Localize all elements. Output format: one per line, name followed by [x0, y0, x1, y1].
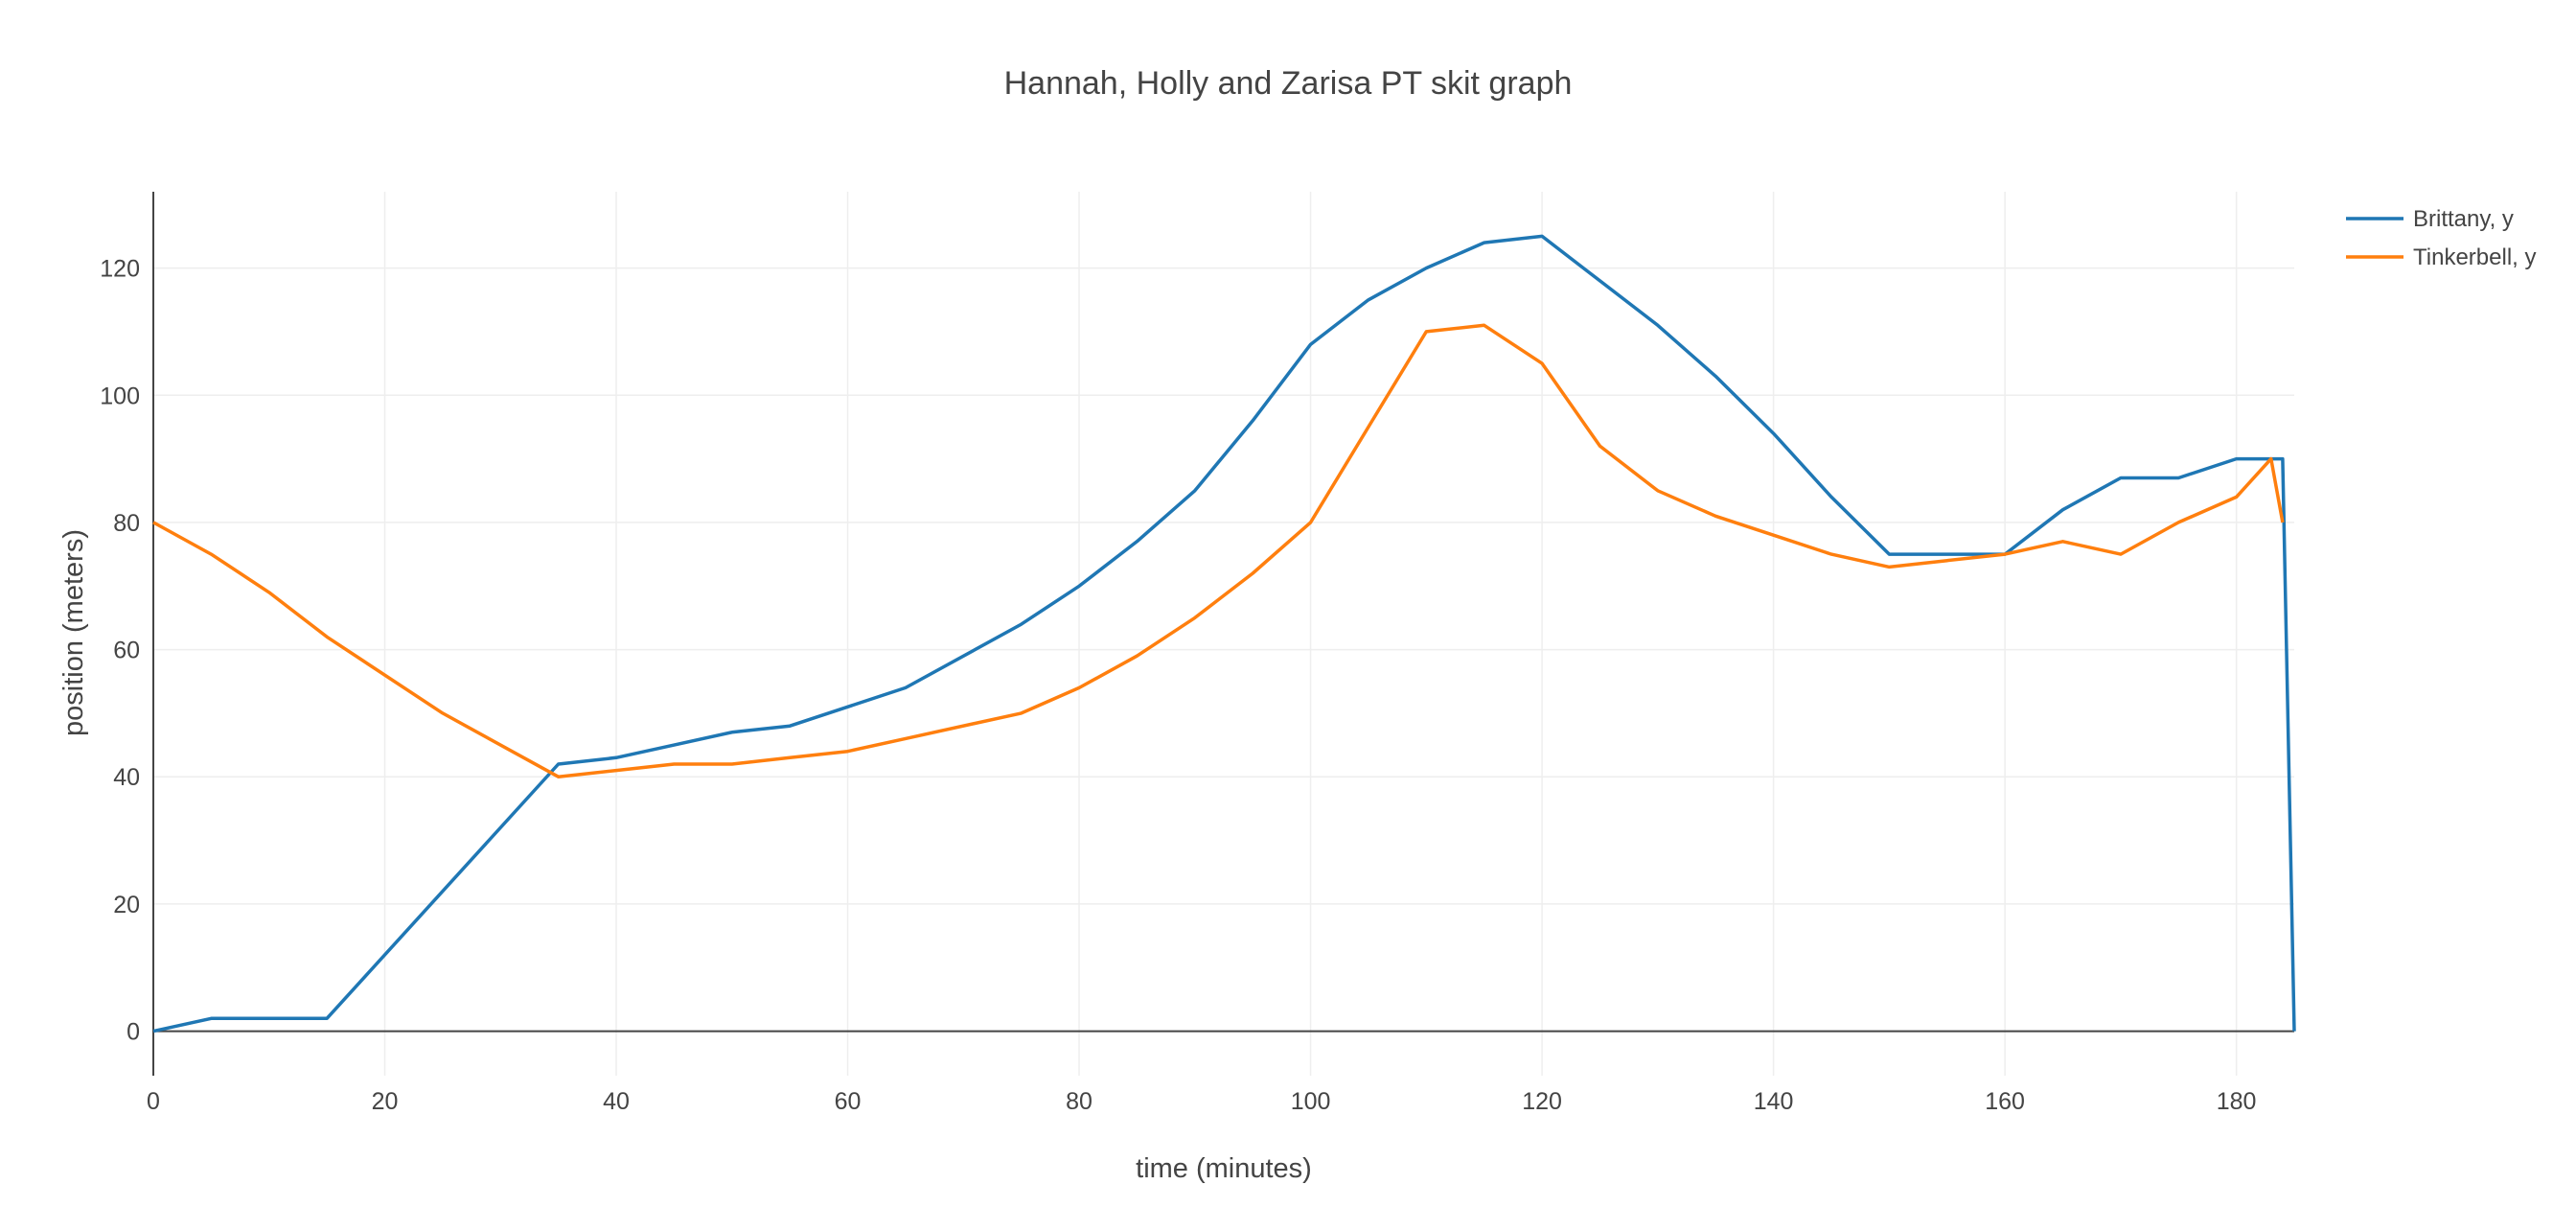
y-tick-label: 0 — [126, 1019, 140, 1046]
x-tick-label: 100 — [1291, 1088, 1331, 1115]
y-tick-label: 60 — [113, 638, 140, 664]
x-tick-label: 20 — [372, 1088, 399, 1115]
legend-item-2[interactable]: Tinkerbell, y — [2346, 244, 2536, 270]
x-tick-label: 180 — [2217, 1088, 2257, 1115]
gridlines — [153, 192, 2294, 1076]
legend-item-1[interactable]: Brittany, y — [2346, 206, 2514, 232]
y-axis-title: position (meters) — [58, 529, 89, 736]
series-line-2 — [152, 323, 2285, 778]
series-line-1 — [152, 234, 2296, 1034]
y-tick-label: 80 — [113, 510, 140, 537]
tick-labels: 0 20 40 60 80 100 120 140 160 180 0 20 40 60 80 100 120 — [100, 256, 2256, 1115]
axes — [152, 192, 2294, 1076]
y-tick-label: 40 — [113, 764, 140, 791]
y-tick-label: 20 — [113, 892, 140, 918]
x-tick-label: 80 — [1066, 1088, 1092, 1115]
x-tick-label: 60 — [835, 1088, 862, 1115]
legend-label: Tinkerbell, y — [2413, 244, 2536, 270]
plot-lines — [152, 234, 2296, 1034]
x-tick-label: 140 — [1754, 1088, 1794, 1115]
x-axis-title: time (minutes) — [1136, 1153, 1312, 1184]
chart-title: Hannah, Holly and Zarisa PT skit graph — [1004, 65, 1573, 102]
legend[interactable]: Brittany, y Tinkerbell, y — [2346, 206, 2536, 270]
legend-label: Brittany, y — [2413, 206, 2514, 232]
y-tick-label: 100 — [100, 383, 140, 409]
x-tick-label: 40 — [603, 1088, 630, 1115]
x-tick-label: 120 — [1522, 1088, 1562, 1115]
x-tick-label: 160 — [1985, 1088, 2025, 1115]
x-tick-label: 0 — [147, 1088, 160, 1115]
y-tick-label: 120 — [100, 256, 140, 283]
